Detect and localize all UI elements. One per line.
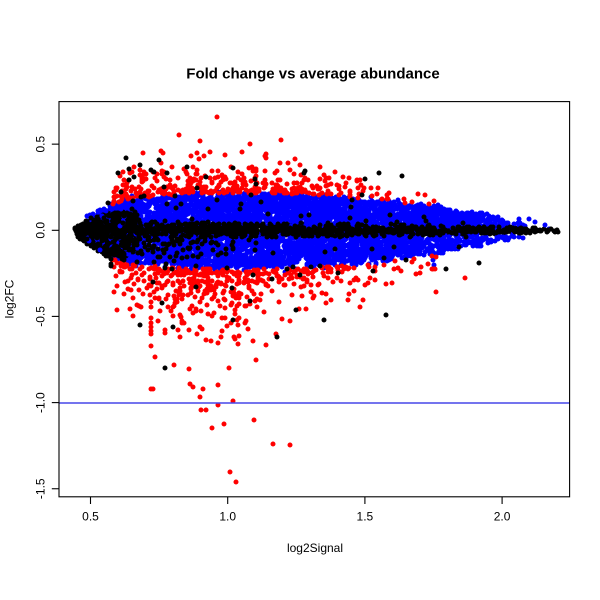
svg-text:Fold change vs average abundan: Fold change vs average abundance	[186, 66, 439, 83]
svg-text:1.0: 1.0	[219, 510, 236, 524]
svg-text:-0.5: -0.5	[34, 306, 48, 327]
svg-text:0.5: 0.5	[34, 135, 48, 152]
svg-text:-1.0: -1.0	[34, 392, 48, 413]
svg-text:-1.5: -1.5	[34, 478, 48, 499]
svg-text:0.5: 0.5	[82, 510, 99, 524]
svg-text:log2Signal: log2Signal	[287, 541, 343, 555]
svg-text:log2FC: log2FC	[3, 279, 17, 318]
svg-text:1.5: 1.5	[357, 510, 374, 524]
svg-text:2.0: 2.0	[494, 510, 511, 524]
svg-text:0.0: 0.0	[34, 222, 48, 239]
